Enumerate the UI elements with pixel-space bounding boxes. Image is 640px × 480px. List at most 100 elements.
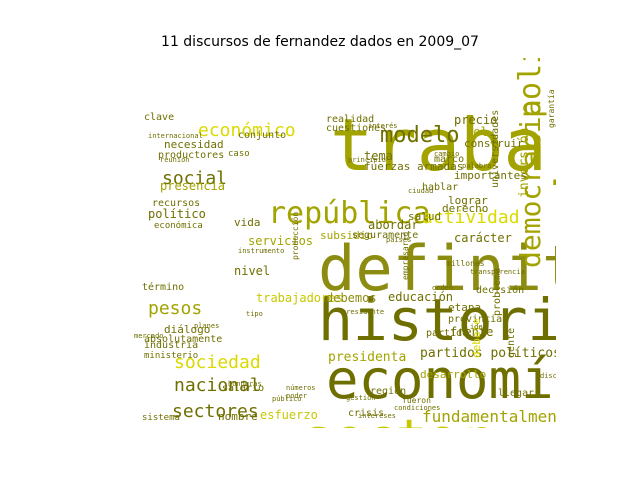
cloud-word: actividad [422, 207, 520, 228]
cloud-word: caso [228, 149, 250, 159]
cloud-word: presencia [160, 179, 225, 193]
cloud-word: tema [364, 149, 393, 163]
cloud-word: sistema [142, 413, 180, 423]
cloud-word: universidades [490, 110, 501, 188]
cloud-word: economía [326, 348, 556, 411]
cloud-word: orden [432, 284, 453, 292]
cloud-word: público [272, 395, 302, 403]
cloud-word: modelo [380, 123, 459, 148]
cloud-word: reunión [160, 156, 190, 164]
cloud-word: cuestiones [326, 123, 386, 134]
cloud-word: problema [492, 268, 503, 316]
cloud-word: trabajo [330, 103, 556, 187]
cloud-word: política [513, 58, 548, 118]
cloud-word: fuerzas armadas [364, 160, 463, 173]
cloud-word: recursos [152, 198, 200, 209]
cloud-word: presidente [342, 308, 384, 316]
cloud-word: honduras [228, 380, 262, 388]
cloud-word: vida [234, 216, 261, 229]
cloud-word: rol [466, 125, 488, 139]
cloud-word: etapa [448, 301, 481, 314]
cloud-word: países [386, 236, 411, 244]
cloud-word: realidad [326, 114, 374, 125]
cloud-word: partidos políticos [420, 346, 556, 361]
cloud-word: debemos [326, 291, 377, 305]
cloud-word: salud [408, 210, 441, 223]
cloud-word: instrumento [238, 247, 284, 255]
cloud-word: gente [506, 328, 517, 358]
cloud-word: condiciones [394, 404, 440, 412]
cloud-word: sectores [172, 401, 259, 422]
cloud-word: república [268, 196, 431, 231]
cloud-word: subsidio [320, 229, 373, 242]
cloud-word: clave [144, 112, 174, 123]
cloud-word: necesidad [164, 138, 224, 151]
cloud-word: hablar [422, 182, 458, 193]
cloud-word: discusiones [540, 372, 556, 380]
cloud-word: mercado [134, 332, 164, 340]
cloud-word: conjunto [238, 130, 286, 141]
cloud-word: presidenta [328, 350, 406, 365]
cloud-word: absolutamente [144, 334, 222, 345]
cloud-word: productores [158, 150, 224, 161]
cloud-word: político [148, 207, 206, 221]
cloud-word: región [370, 385, 406, 397]
cloud-title: 11 discursos de fernandez dados en 2009_… [161, 34, 479, 50]
cloud-word: económico [198, 120, 296, 141]
cloud-word: lograr [448, 194, 488, 207]
cloud-word: garantía [547, 89, 556, 128]
cloud-word: fundamentalmente [422, 407, 556, 426]
cloud-word: nombre [218, 410, 258, 423]
cloud-word: producción [290, 212, 300, 260]
cloud-word: pesos [148, 298, 202, 319]
cloud-word: importantes [454, 169, 527, 182]
cloud-word: partido [426, 328, 468, 339]
cloud-word: marco [434, 154, 464, 165]
cloud-word: cambio [434, 150, 459, 158]
cloud-word: económica [154, 220, 203, 231]
cloud-word: números [286, 384, 316, 392]
cloud-word: construir [464, 137, 524, 150]
cloud-word: nacional [174, 375, 261, 396]
cloud-word: abordar [368, 218, 419, 232]
cloud-word: millones [446, 259, 485, 268]
cloud-word: gestión [346, 394, 376, 402]
cloud-word: sociedad [174, 352, 261, 373]
cloud-word: decisión [476, 284, 524, 296]
cloud-word: interés [368, 122, 398, 130]
cloud-word: desarrollo [420, 368, 486, 381]
cloud-word: ciudad [408, 187, 433, 195]
cloud-word: tipo [246, 310, 263, 318]
cloud-word: trabajadores [256, 291, 343, 305]
word-cloud: trabajo definitivahistoriaeconomíasector r… [108, 58, 556, 428]
cloud-word: precio [454, 113, 497, 127]
cloud-word: principio [348, 156, 386, 164]
cloud-word: palabra [462, 162, 492, 170]
cloud-word: crisis [348, 408, 384, 419]
cloud-word: salario [222, 383, 264, 394]
cloud-word: democracia [514, 99, 547, 268]
cloud-word: educación [388, 290, 453, 304]
cloud-word: frente [450, 325, 493, 339]
cloud-word: diálogo [164, 323, 210, 336]
word-cloud-canvas: trabajo definitivahistoriaeconomíasector r… [134, 58, 556, 428]
cloud-word: ministerio [144, 351, 198, 361]
cloud-word: sector [302, 409, 490, 428]
cloud-word: llegar [498, 388, 534, 399]
cloud-word: historia [318, 286, 556, 354]
cloud-word: empresario [401, 232, 410, 280]
cloud-word: servicios [248, 234, 313, 248]
cloud-word: provincia [448, 314, 502, 325]
cloud-word: transparencia [470, 268, 525, 276]
cloud-word: definitiva [318, 232, 556, 305]
cloud-word: industria [144, 340, 198, 351]
cloud-word: inversión [517, 128, 532, 198]
cloud-word: poder [286, 392, 307, 400]
cloud-word: derecho [442, 202, 488, 215]
cloud-word: internacional [148, 132, 203, 140]
cloud-word: término [142, 281, 184, 293]
cloud-word: social [162, 168, 227, 189]
cloud-word: esfuerzo [260, 408, 318, 422]
cloud-word: fueron [402, 396, 431, 405]
cloud-word: seguramente [352, 230, 418, 241]
